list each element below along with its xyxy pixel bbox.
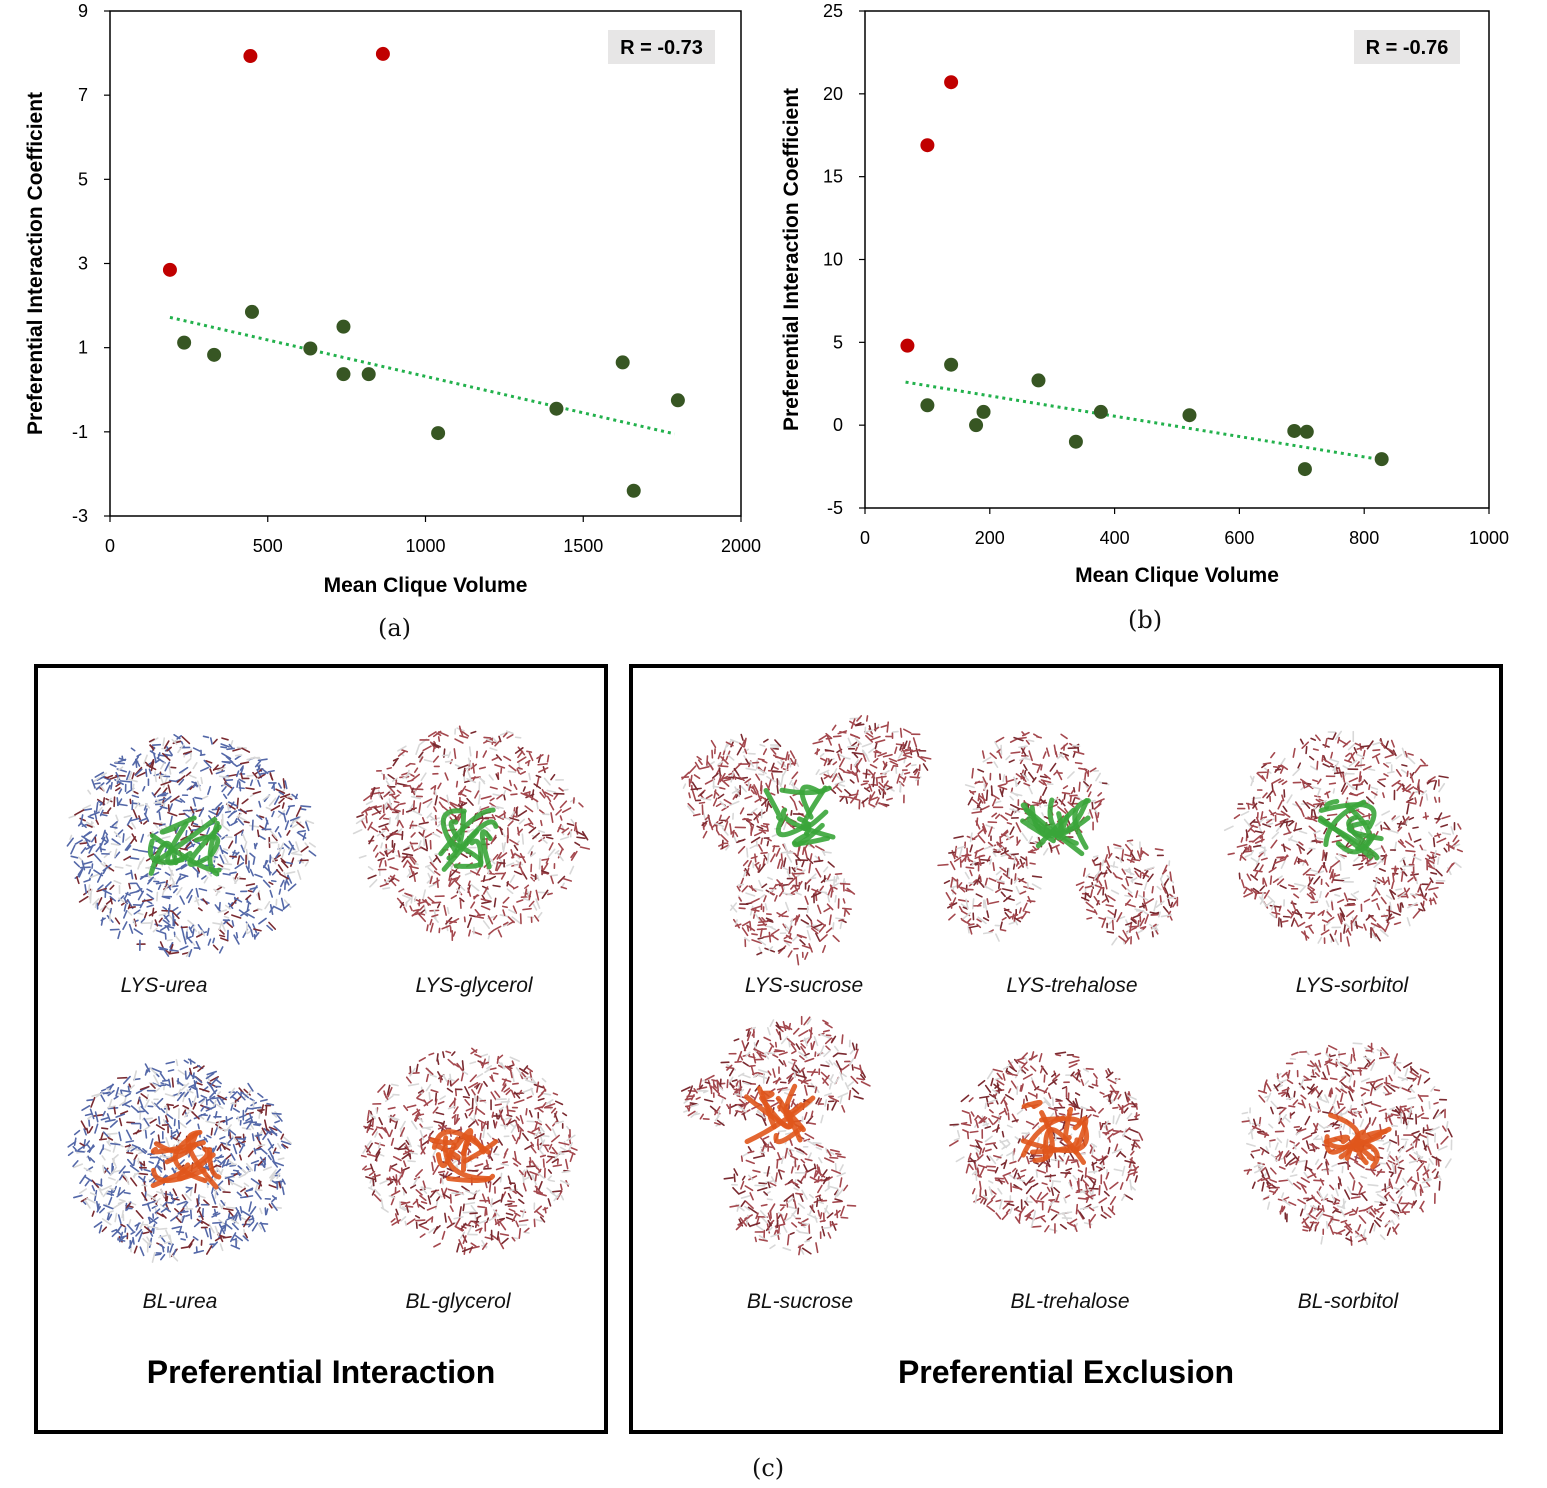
x-tick-label: 600 [1224, 528, 1254, 548]
r-value-box [1354, 30, 1460, 64]
y-tick-label: 5 [833, 332, 843, 352]
data-point [336, 319, 351, 334]
label-lys-urea: LYS-urea [120, 974, 208, 997]
outlier-point [162, 262, 177, 277]
data-point [431, 426, 446, 441]
y-tick-label: -5 [827, 498, 843, 518]
y-tick-label: 25 [823, 1, 843, 21]
bl-sorbitol-render [1241, 1042, 1453, 1246]
data-point [1068, 434, 1083, 449]
lys-sucrose-render [681, 715, 932, 966]
lys-sorbitol-render [1223, 730, 1464, 947]
data-point [1287, 423, 1302, 438]
caption-a: (a) [378, 614, 412, 642]
trendline [169, 315, 676, 436]
data-point [207, 347, 222, 362]
outlier-point [920, 138, 935, 153]
data-point [920, 398, 935, 413]
label-lys-sucrose: LYS-sucrose [744, 974, 864, 997]
label-bl-glycerol: BL-glycerol [405, 1290, 511, 1313]
r-value-label: R = -0.73 [620, 37, 703, 59]
y-tick-label: 5 [78, 169, 88, 189]
x-tick-label: 1000 [405, 536, 445, 556]
bl-urea-render [67, 1058, 292, 1263]
y-tick-label: 1 [78, 338, 88, 358]
y-tick-label: 0 [833, 415, 843, 435]
x-tick-label: 1500 [563, 536, 603, 556]
x-tick-label: 200 [975, 528, 1005, 548]
data-point [670, 393, 685, 408]
data-point [361, 367, 376, 382]
label-bl-trehalose: BL-trehalose [1010, 1290, 1130, 1313]
x-tick-label: 400 [1100, 528, 1130, 548]
y-tick-label: 20 [823, 84, 843, 104]
bl-sucrose-render [680, 1015, 871, 1256]
label-bl-sucrose: BL-sucrose [746, 1290, 854, 1313]
y-tick-label: 10 [823, 250, 843, 270]
data-point [626, 483, 641, 498]
chart-b: -5 0 5 10 15 20 25 0 200 400 600 800 1000 Mean Clique… [780, 1, 1509, 587]
y-tick-label: -3 [72, 506, 88, 526]
caption-c: (c) [752, 1454, 785, 1482]
x-axis-label: Mean Clique Volume [324, 574, 528, 597]
y-tick-label: 7 [78, 85, 88, 105]
data-point [177, 335, 192, 350]
label-lys-glycerol: LYS-glycerol [415, 974, 533, 997]
x-tick-label: 1000 [1469, 528, 1509, 548]
outlier-point [243, 49, 258, 64]
data-point [1297, 462, 1312, 477]
label-lys-sorbitol: LYS-sorbitol [1295, 974, 1409, 997]
x-tick-label: 800 [1349, 528, 1379, 548]
data-point [244, 304, 259, 319]
label-lys-trehalose: LYS-trehalose [1006, 974, 1138, 997]
outlier-point [944, 75, 959, 90]
data-point [1182, 408, 1197, 423]
y-tick-label: 9 [78, 1, 88, 21]
bl-trehalose-render [949, 1051, 1144, 1234]
y-tick-label: 3 [78, 254, 88, 274]
data-point [976, 404, 991, 419]
caption-b: (b) [1128, 606, 1163, 634]
label-bl-urea: BL-urea [142, 1290, 218, 1313]
lys-urea-render [66, 733, 317, 958]
r-value-label: R = -0.76 [1366, 37, 1449, 59]
bl-glycerol-render [360, 1047, 578, 1256]
data-point [1093, 404, 1108, 419]
data-point [969, 418, 984, 433]
r-value-box [608, 30, 715, 64]
data-point [1374, 452, 1389, 467]
data-point [336, 367, 351, 382]
label-bl-sorbitol: BL-sorbitol [1297, 1290, 1399, 1313]
outlier-point [375, 46, 390, 61]
preferential-exclusion-panel [629, 664, 1503, 1434]
lys-glycerol-render [352, 725, 591, 942]
preferential-interaction-title: Preferential Interaction [146, 1354, 496, 1390]
data-point [1031, 373, 1046, 388]
x-tick-label: 500 [253, 536, 283, 556]
x-tick-label: 0 [860, 528, 870, 548]
preferential-exclusion-title: Preferential Exclusion [897, 1354, 1235, 1390]
x-tick-label: 0 [105, 536, 115, 556]
data-point [1299, 424, 1314, 439]
data-point [303, 341, 318, 356]
y-axis-label: Preferential Interaction Coefficient [780, 88, 803, 431]
x-tick-label: 2000 [721, 536, 761, 556]
data-point [615, 355, 630, 370]
lys-trehalose-render [937, 731, 1179, 946]
y-tick-label: -1 [72, 422, 88, 442]
y-tick-label: 15 [823, 167, 843, 187]
outlier-point [900, 338, 915, 353]
x-axis-label: Mean Clique Volume [1075, 564, 1279, 587]
data-point [944, 357, 959, 372]
chart-a: -3 -1 1 3 5 7 9 0 500 1000 1500 2000 Mean Clique Vol… [24, 1, 761, 597]
preferential-interaction-panel [34, 664, 608, 1434]
data-point [549, 401, 564, 416]
y-axis-label: Preferential Interaction Coefficient [24, 92, 47, 435]
